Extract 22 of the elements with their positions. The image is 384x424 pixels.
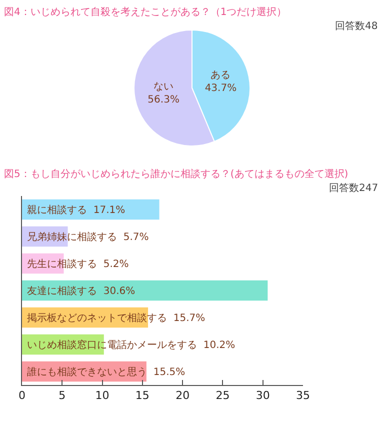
x-tick-label: 25 [216, 389, 230, 402]
x-tick-label: 20 [176, 389, 190, 402]
chart-title: 図4：いじめられて自殺を考えたことがある？（1つだけ選択） [4, 6, 287, 18]
x-tick-label: 30 [256, 389, 270, 402]
bar [22, 280, 268, 301]
category-label: 先生に相談する 5.2% [27, 259, 129, 270]
category-label: 誰にも相談できないと思う 15.5% [27, 367, 186, 378]
text: 回答数48 [335, 20, 378, 32]
category-label: 友達に相談する 30.6% [27, 286, 136, 297]
slice-label: ある [210, 70, 231, 82]
x-tick-label: 35 [296, 389, 310, 402]
chart-title: 図5：もし自分がいじめられたら誰かに相談する？(あてはまるもの全て選択) [4, 168, 348, 180]
x-tick-label: 5 [58, 389, 66, 402]
category-label: 親に相談する 17.1% [27, 205, 126, 216]
x-tick-label: 0 [18, 389, 26, 402]
data-label: 56.3% [148, 94, 180, 106]
category-label: 兄弟姉妹に相談する 5.7% [27, 232, 149, 243]
x-tick-label: 15 [135, 389, 150, 402]
x-tick-label: 10 [95, 389, 110, 402]
text: 回答数247 [329, 182, 378, 194]
data-label: 43.7% [204, 83, 237, 94]
slice-label: ない [154, 82, 174, 93]
